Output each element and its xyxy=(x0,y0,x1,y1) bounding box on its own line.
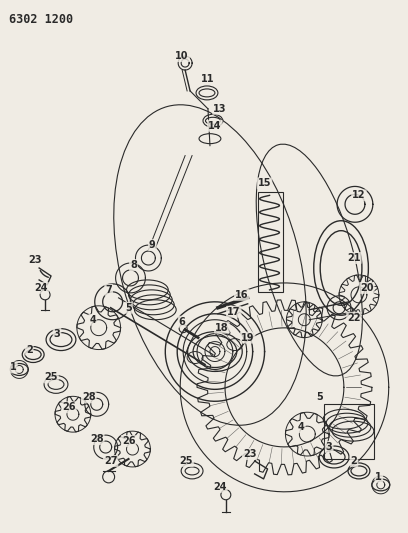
Bar xyxy=(257,192,284,292)
Text: 6: 6 xyxy=(179,317,186,327)
Text: 26: 26 xyxy=(122,436,135,446)
Text: 2: 2 xyxy=(350,456,357,466)
Text: 11: 11 xyxy=(201,74,215,84)
Text: 4: 4 xyxy=(298,422,305,432)
Text: 23: 23 xyxy=(243,449,257,459)
Text: 4: 4 xyxy=(89,314,96,325)
Text: 15: 15 xyxy=(258,179,271,189)
Text: 24: 24 xyxy=(213,482,226,492)
Text: 25: 25 xyxy=(44,373,58,382)
Text: 28: 28 xyxy=(82,392,95,402)
Text: 21: 21 xyxy=(347,253,361,263)
Text: 25: 25 xyxy=(180,456,193,466)
Text: 6302 1200: 6302 1200 xyxy=(9,13,73,26)
Text: 1: 1 xyxy=(10,362,17,373)
Text: 12: 12 xyxy=(352,190,366,200)
Text: 26: 26 xyxy=(62,402,75,412)
Text: 16: 16 xyxy=(235,290,248,300)
Text: 18: 18 xyxy=(215,322,229,333)
Text: 7: 7 xyxy=(105,285,112,295)
Text: 27: 27 xyxy=(104,456,118,466)
Text: 5: 5 xyxy=(316,392,323,402)
Text: 9: 9 xyxy=(149,240,156,250)
Text: 19: 19 xyxy=(241,333,255,343)
Text: 24: 24 xyxy=(34,283,48,293)
Text: 22: 22 xyxy=(347,313,361,323)
Text: 20: 20 xyxy=(360,283,374,293)
Bar xyxy=(324,404,374,459)
Text: 17: 17 xyxy=(227,307,241,317)
Text: 23: 23 xyxy=(29,255,42,265)
Text: 5: 5 xyxy=(125,303,132,313)
Text: 10: 10 xyxy=(175,51,189,61)
Text: 13: 13 xyxy=(213,104,226,114)
Text: 28: 28 xyxy=(90,434,104,444)
Text: 3: 3 xyxy=(53,329,60,338)
Text: 8: 8 xyxy=(130,260,137,270)
Text: 2: 2 xyxy=(26,344,33,354)
FancyArrowPatch shape xyxy=(40,271,48,277)
Text: 3: 3 xyxy=(326,442,333,452)
Text: 1: 1 xyxy=(375,472,382,482)
Text: 14: 14 xyxy=(208,121,222,131)
